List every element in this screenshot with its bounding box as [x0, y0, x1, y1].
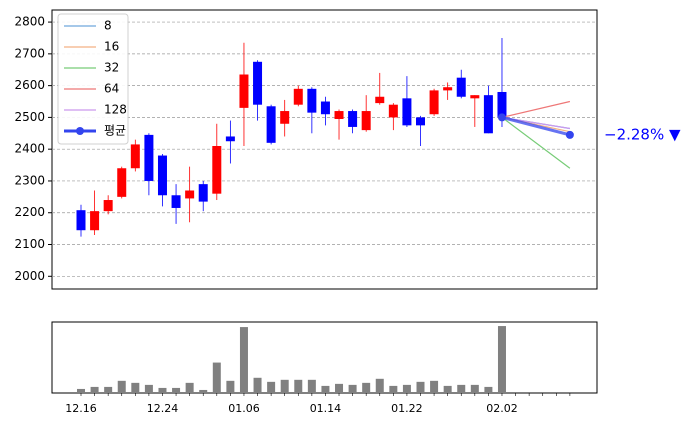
volume-bar	[212, 362, 221, 393]
candle-body	[266, 106, 276, 143]
volume-bar	[239, 327, 248, 393]
volume-bar	[294, 379, 303, 393]
candle-body	[348, 111, 358, 127]
volume-bar	[267, 381, 276, 393]
candle-body	[253, 61, 263, 105]
candle-body	[117, 168, 127, 197]
candle-body	[280, 111, 290, 124]
volume-bar	[335, 383, 344, 393]
candle-body	[239, 74, 249, 108]
volume-bar	[443, 385, 452, 393]
volume-bar	[470, 384, 479, 393]
y-tick-label: 2200	[14, 205, 45, 219]
candle-body	[483, 95, 493, 134]
candle-body	[320, 101, 330, 115]
projection-line	[501, 116, 571, 169]
volume-bar	[402, 384, 411, 393]
volume-bar	[497, 326, 506, 393]
volume-bar	[172, 387, 181, 393]
legend-label: 32	[104, 61, 119, 75]
legend: 8 16 32 64 128 평균	[57, 13, 129, 145]
volume-bar	[77, 388, 85, 393]
volume-bar	[389, 385, 398, 393]
volume-bar	[457, 384, 466, 393]
candle-body	[470, 95, 480, 99]
candle-body	[144, 134, 154, 181]
candle-body	[157, 155, 167, 196]
projection-marker	[565, 130, 574, 139]
volume-bar	[348, 384, 357, 393]
annotation: −2.28% ▼	[604, 125, 681, 143]
projection-line	[501, 115, 571, 137]
x-tick-label: 01.06	[228, 402, 260, 415]
y-tick-label: 2500	[14, 110, 45, 124]
projection-marker	[497, 113, 506, 122]
volume-bar	[90, 386, 99, 393]
legend-label: 128	[104, 103, 127, 117]
volume-bar	[117, 380, 126, 393]
volume-bar	[185, 382, 194, 393]
candle-body	[334, 111, 344, 119]
candle-body	[456, 77, 466, 97]
volume-bar	[253, 377, 262, 393]
candle-body	[76, 210, 86, 231]
candle-body	[416, 117, 425, 126]
y-tick-label: 2600	[14, 78, 45, 92]
candle-body	[497, 91, 507, 118]
x-tick-label: 01.22	[391, 402, 423, 415]
volume-bar	[199, 389, 208, 393]
volume-bar	[158, 387, 167, 393]
candle-body	[212, 146, 222, 194]
volume-bar	[144, 384, 153, 393]
volume-bar	[416, 381, 425, 393]
x-tick-label: 02.02	[486, 402, 518, 415]
candle-body	[198, 184, 208, 202]
volume-frame	[51, 321, 598, 394]
candle-body	[171, 195, 181, 208]
projection-line	[501, 100, 571, 118]
legend-label: 16	[104, 40, 119, 54]
volume-bar	[362, 382, 371, 393]
volume-bar	[131, 382, 140, 393]
volume-bar	[280, 379, 289, 393]
candle-body	[307, 88, 317, 113]
x-tick-label: 12.16	[65, 402, 97, 415]
volume-bar	[321, 385, 330, 393]
y-tick-label: 2800	[14, 15, 45, 29]
legend-label: 64	[104, 82, 119, 96]
y-tick-label: 2300	[14, 173, 45, 187]
volume-bar	[375, 378, 384, 393]
candle-body	[225, 136, 235, 142]
y-tick-label: 2100	[14, 237, 45, 251]
volume-bar	[307, 379, 316, 393]
legend-label: 8	[104, 19, 112, 33]
candle-body	[429, 90, 439, 115]
candle-body	[443, 87, 453, 91]
volume-bar	[226, 380, 235, 393]
legend-marker	[76, 127, 84, 135]
candle-body	[90, 211, 100, 231]
candle-body	[103, 200, 113, 212]
volume-bar	[104, 386, 113, 393]
candle-body	[375, 96, 385, 104]
y-tick-label: 2700	[14, 46, 45, 60]
volume-bar	[484, 386, 493, 393]
candle-body	[361, 111, 371, 131]
candle-body	[130, 144, 140, 169]
x-tick-label: 12.24	[147, 402, 179, 415]
volume-bar	[430, 380, 439, 393]
legend-label: 평균	[104, 124, 126, 138]
candle-body	[293, 88, 303, 105]
candle-body	[402, 98, 412, 126]
y-tick-label: 2400	[14, 142, 45, 156]
x-tick-label: 01.14	[310, 402, 342, 415]
candle-body	[185, 190, 195, 199]
candle-body	[388, 104, 398, 118]
y-tick-label: 2000	[14, 269, 45, 283]
